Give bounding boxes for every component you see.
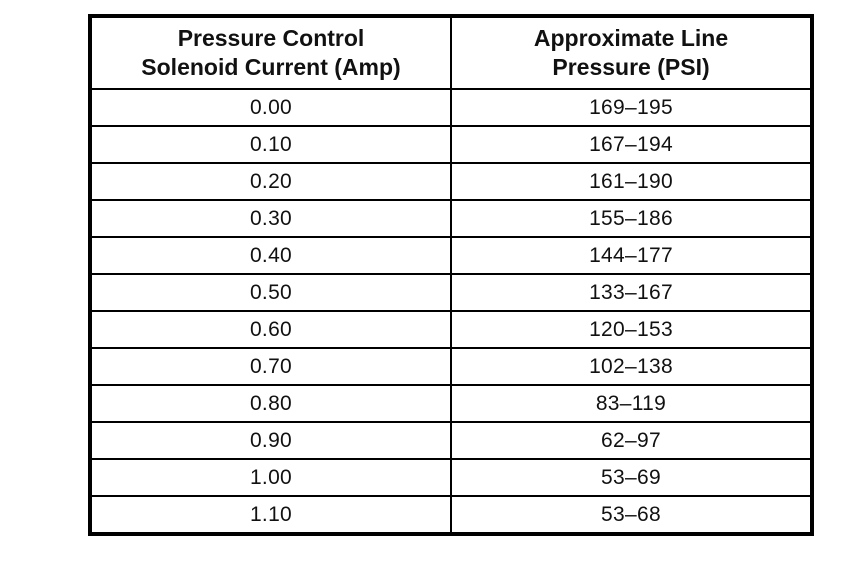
cell-psi: 53–68 — [450, 495, 813, 535]
table-row: 0.90 62–97 — [89, 421, 813, 460]
cell-psi: 169–195 — [450, 88, 813, 127]
cell-amp: 0.20 — [89, 162, 452, 201]
cell-amp: 1.00 — [89, 458, 452, 497]
header-solenoid-current-line1: Pressure Control — [177, 25, 365, 52]
cell-amp: 0.40 — [89, 236, 452, 275]
cell-psi: 53–69 — [450, 458, 813, 497]
cell-psi: 120–153 — [450, 310, 813, 349]
cell-amp: 0.60 — [89, 310, 452, 349]
cell-psi: 83–119 — [450, 384, 813, 423]
table-row: 0.70 102–138 — [89, 347, 813, 386]
table-row: 0.50 133–167 — [89, 273, 813, 312]
table-row: 1.10 53–68 — [89, 495, 813, 535]
table-row: 0.00 169–195 — [89, 88, 813, 127]
cell-amp: 0.70 — [89, 347, 452, 386]
table-body: 0.00 169–195 0.10 167–194 0.20 161–190 0… — [89, 88, 813, 535]
cell-psi: 144–177 — [450, 236, 813, 275]
cell-amp: 0.00 — [89, 88, 452, 127]
cell-psi: 155–186 — [450, 199, 813, 238]
cell-amp: 0.10 — [89, 125, 452, 164]
header-line-pressure: Approximate Line Pressure (PSI) — [450, 15, 813, 90]
cell-psi: 161–190 — [450, 162, 813, 201]
cell-psi: 167–194 — [450, 125, 813, 164]
table-row: 0.40 144–177 — [89, 236, 813, 275]
pressure-solenoid-table: Pressure Control Solenoid Current (Amp) … — [88, 14, 814, 536]
table-header: Pressure Control Solenoid Current (Amp) … — [89, 15, 813, 90]
table-row: 0.20 161–190 — [89, 162, 813, 201]
table-row: 0.60 120–153 — [89, 310, 813, 349]
header-row: Pressure Control Solenoid Current (Amp) … — [89, 15, 813, 90]
table-row: 1.00 53–69 — [89, 458, 813, 497]
cell-amp: 1.10 — [89, 495, 452, 535]
header-solenoid-current: Pressure Control Solenoid Current (Amp) — [89, 15, 452, 90]
table-row: 0.10 167–194 — [89, 125, 813, 164]
cell-amp: 0.80 — [89, 384, 452, 423]
cell-psi: 133–167 — [450, 273, 813, 312]
cell-amp: 0.90 — [89, 421, 452, 460]
table-row: 0.30 155–186 — [89, 199, 813, 238]
header-solenoid-current-line2: Solenoid Current (Amp) — [141, 54, 401, 80]
cell-amp: 0.50 — [89, 273, 452, 312]
cell-amp: 0.30 — [89, 199, 452, 238]
cell-psi: 102–138 — [450, 347, 813, 386]
header-line-pressure-line2: Pressure (PSI) — [552, 54, 710, 80]
cell-psi: 62–97 — [450, 421, 813, 460]
header-line-pressure-line1: Approximate Line — [533, 25, 729, 52]
table-row: 0.80 83–119 — [89, 384, 813, 423]
